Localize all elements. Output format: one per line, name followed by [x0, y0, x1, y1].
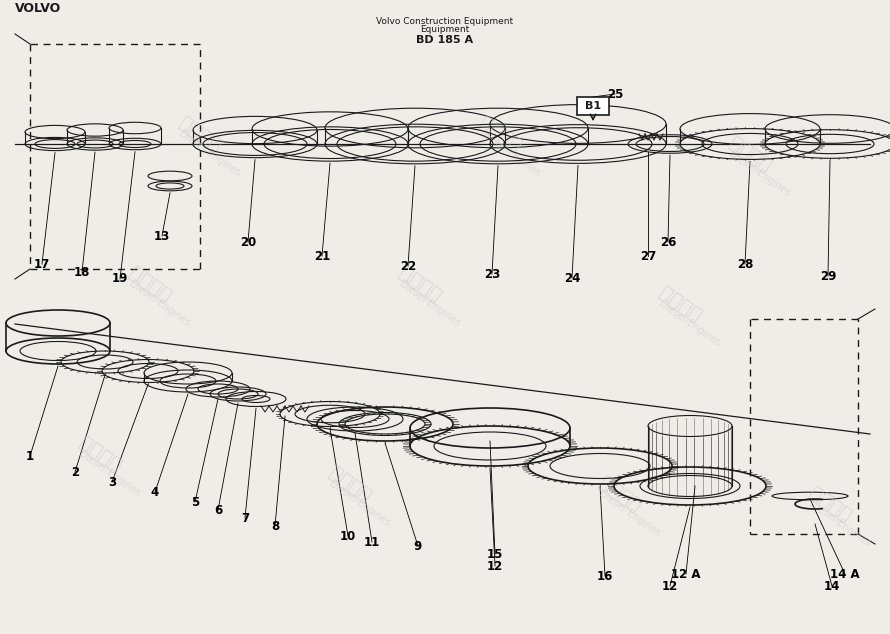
Text: Diesel-Engines: Diesel-Engines	[127, 279, 192, 329]
Text: 柴发动力: 柴发动力	[655, 283, 705, 325]
Text: 16: 16	[597, 569, 613, 583]
Text: Diesel-Engines: Diesel-Engines	[478, 129, 543, 179]
Text: 25: 25	[607, 87, 623, 101]
Text: 12: 12	[487, 559, 503, 573]
Text: 12: 12	[662, 579, 678, 593]
Text: 4: 4	[151, 486, 159, 498]
Text: Diesel-Engines: Diesel-Engines	[177, 129, 242, 179]
Text: Volvo Construction Equipment: Volvo Construction Equipment	[376, 18, 514, 27]
Text: BD 185 A: BD 185 A	[417, 35, 473, 45]
Text: 15: 15	[487, 548, 503, 560]
Text: 柴发动力: 柴发动力	[76, 433, 125, 476]
Text: 8: 8	[271, 519, 279, 533]
Text: Diesel-Engines: Diesel-Engines	[807, 499, 872, 549]
Text: 23: 23	[484, 268, 500, 280]
Text: 柴发动力: 柴发动力	[125, 262, 174, 305]
Text: Diesel-Engines: Diesel-Engines	[398, 279, 463, 329]
Text: 28: 28	[737, 257, 753, 271]
Text: 柴发动力: 柴发动力	[805, 482, 854, 525]
Text: 18: 18	[74, 266, 90, 278]
Text: Diesel-Engines: Diesel-Engines	[328, 479, 392, 529]
Text: 6: 6	[214, 503, 222, 517]
Text: 柴发动力: 柴发动力	[475, 113, 525, 155]
Text: 2: 2	[71, 465, 79, 479]
Text: 3: 3	[108, 476, 116, 489]
Text: VOLVO: VOLVO	[15, 3, 61, 15]
Text: 24: 24	[563, 271, 580, 285]
Text: 14 A: 14 A	[830, 567, 860, 581]
Text: 7: 7	[241, 512, 249, 524]
Text: Diesel-Engines: Diesel-Engines	[727, 149, 792, 199]
Text: Diesel-Engines: Diesel-Engines	[658, 299, 723, 349]
Text: 21: 21	[314, 250, 330, 262]
Text: 5: 5	[190, 496, 199, 508]
Text: 29: 29	[820, 269, 837, 283]
Text: 22: 22	[400, 259, 417, 273]
Text: 26: 26	[659, 235, 676, 249]
Text: B1: B1	[585, 101, 601, 111]
Text: 14: 14	[824, 579, 840, 593]
Text: 柴发动力: 柴发动力	[395, 262, 445, 305]
Text: 27: 27	[640, 250, 656, 262]
Text: Diesel-Engines: Diesel-Engines	[597, 489, 662, 539]
Text: 12 A: 12 A	[671, 567, 700, 581]
Text: 1: 1	[26, 450, 34, 462]
Text: Equipment: Equipment	[420, 25, 470, 34]
Text: 19: 19	[112, 273, 128, 285]
Text: 10: 10	[340, 529, 356, 543]
Text: 20: 20	[240, 235, 256, 249]
Text: 17: 17	[34, 257, 50, 271]
Text: 柴发动力: 柴发动力	[595, 473, 644, 515]
FancyBboxPatch shape	[577, 97, 609, 115]
Text: Diesel-Engines: Diesel-Engines	[77, 449, 142, 499]
Text: 9: 9	[414, 540, 422, 552]
Text: 13: 13	[154, 230, 170, 242]
Text: 柴发动力: 柴发动力	[725, 133, 774, 175]
Text: 11: 11	[364, 536, 380, 548]
Text: 柴发动力: 柴发动力	[326, 463, 375, 505]
Text: 柴发动力: 柴发动力	[175, 113, 224, 155]
